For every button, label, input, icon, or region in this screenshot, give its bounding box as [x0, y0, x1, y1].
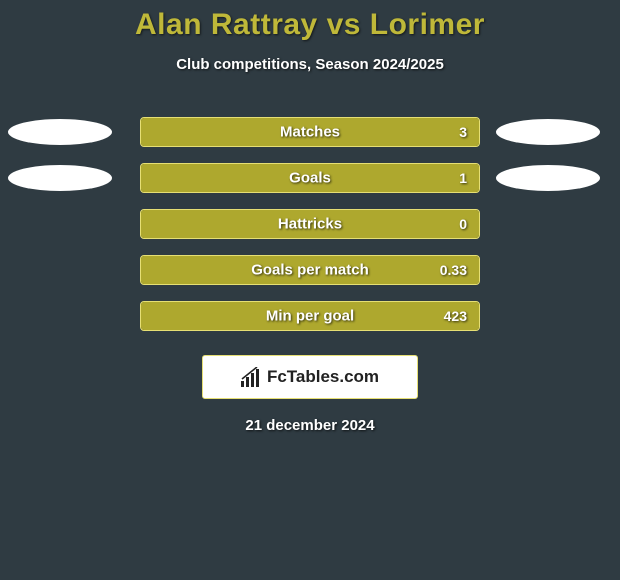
page-title: Alan Rattray vs Lorimer: [0, 8, 620, 42]
stat-bar-fill: [141, 302, 479, 330]
stat-row: Goals per match 0.33: [0, 255, 620, 285]
left-value-ellipse: [8, 119, 112, 145]
stat-bar: Goals 1: [140, 163, 480, 193]
stat-bar-fill: [141, 210, 479, 238]
stat-row: Goals 1: [0, 163, 620, 193]
stat-row: Matches 3: [0, 117, 620, 147]
stat-bar: Goals per match 0.33: [140, 255, 480, 285]
footer-date: 21 december 2024: [0, 417, 620, 434]
comparison-container: Alan Rattray vs Lorimer Club competition…: [0, 0, 620, 434]
stat-bar: Min per goal 423: [140, 301, 480, 331]
subtitle: Club competitions, Season 2024/2025: [0, 56, 620, 73]
stat-bar-fill: [141, 256, 479, 284]
left-value-ellipse: [8, 165, 112, 191]
right-value-ellipse: [496, 119, 600, 145]
brand-badge[interactable]: FcTables.com: [202, 355, 418, 399]
stat-bar-fill: [141, 118, 479, 146]
stats-list: Matches 3 Goals 1 Hattricks 0: [0, 117, 620, 331]
right-value-ellipse: [496, 165, 600, 191]
stat-row: Hattricks 0: [0, 209, 620, 239]
stat-bar: Hattricks 0: [140, 209, 480, 239]
stat-bar-fill: [141, 164, 479, 192]
brand-text: FcTables.com: [267, 367, 379, 387]
bar-chart-icon: [241, 367, 263, 387]
stat-bar: Matches 3: [140, 117, 480, 147]
stat-row: Min per goal 423: [0, 301, 620, 331]
